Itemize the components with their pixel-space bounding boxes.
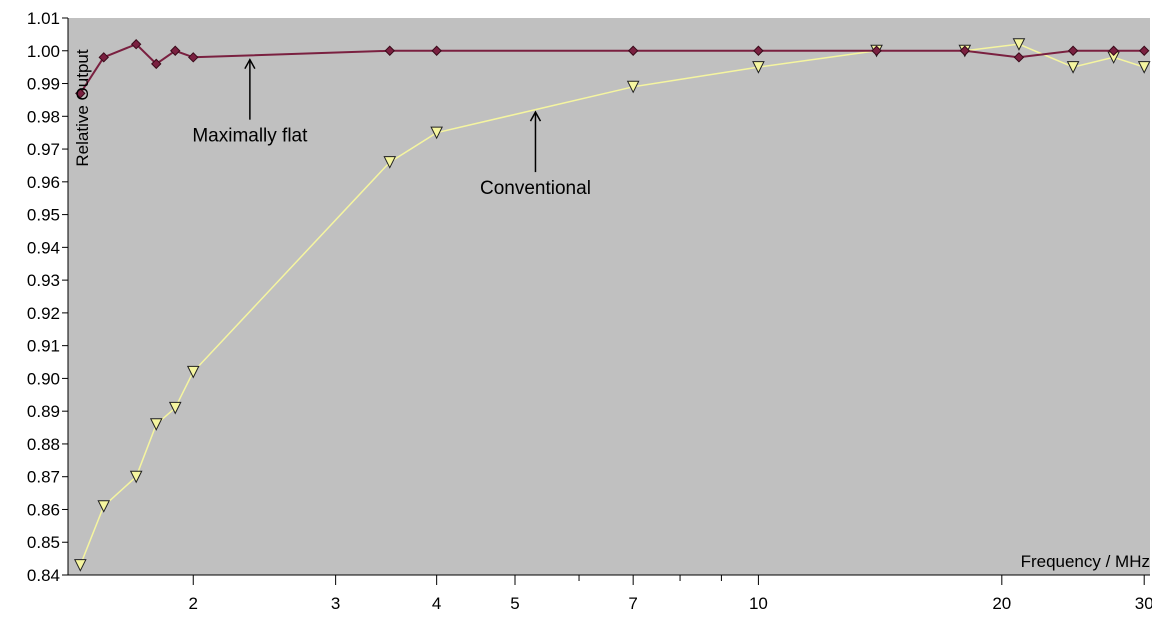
data-point-maximally_flat [1138, 45, 1150, 56]
data-point-maximally_flat [130, 39, 142, 50]
data-point-maximally_flat [384, 45, 395, 56]
data-point-conventional [626, 80, 640, 94]
data-point-maximally_flat [871, 45, 882, 56]
data-point-conventional [97, 500, 111, 513]
y-tick-label: 0.87 [27, 468, 60, 487]
annotation-maximally_flat: Maximally flat [192, 58, 308, 147]
y-tick-label: 0.88 [27, 435, 60, 454]
y-tick-label: 0.96 [27, 173, 60, 192]
y-axis: 0.84 0.85 0.86 0.87 0.88 0.89 0.90 0.91 0.92 0.93… [27, 9, 69, 585]
series-maximally_flat [75, 39, 1150, 99]
data-point-conventional [383, 156, 397, 169]
y-tick-label: 0.85 [27, 533, 60, 552]
annotation-label: Conventional [480, 178, 591, 199]
x-tick-label: 2 [189, 594, 198, 613]
data-point-maximally_flat [1067, 45, 1079, 56]
x-axis-label: Frequency / MHz [1021, 552, 1150, 571]
y-tick-label: 0.86 [27, 500, 60, 519]
y-tick-label: 1.00 [27, 42, 60, 61]
y-tick-label: 0.94 [27, 238, 60, 257]
x-tick-label: 4 [432, 594, 441, 613]
plot-area [68, 18, 1150, 575]
series-line-conventional [79, 43, 1145, 566]
series-line-maximally_flat [79, 43, 1145, 94]
y-tick-label: 0.98 [27, 107, 60, 126]
y-tick-label: 0.97 [27, 140, 60, 159]
data-point-conventional [74, 559, 87, 572]
y-tick-label: 0.90 [27, 369, 60, 388]
data-point-maximally_flat [959, 45, 971, 56]
data-point-conventional [1137, 61, 1151, 74]
y-tick-label: 0.99 [27, 75, 60, 94]
data-point-maximally_flat [431, 45, 442, 56]
annotation-arrowhead [529, 110, 542, 122]
x-tick-label: 20 [992, 594, 1011, 613]
data-point-maximally_flat [98, 52, 109, 63]
data-point-maximally_flat [753, 45, 764, 56]
x-axis: 2 3 4 5 7 10 20 30 [68, 574, 1152, 613]
data-point-maximally_flat [188, 52, 199, 63]
data-point-maximally_flat [1013, 52, 1025, 63]
data-point-conventional [430, 126, 443, 140]
data-point-conventional [149, 418, 163, 431]
data-point-maximally_flat [1108, 45, 1119, 56]
x-tick-label: 7 [628, 594, 637, 613]
x-tick-label: 30 [1135, 594, 1152, 613]
annotation-label: Maximally flat [192, 126, 308, 147]
y-tick-label: 0.92 [27, 304, 60, 323]
x-tick-label: 5 [510, 594, 519, 613]
y-tick-label: 0.84 [27, 566, 60, 585]
data-point-maximally_flat [75, 88, 86, 99]
series-conventional [74, 38, 1151, 572]
data-point-conventional [752, 61, 765, 74]
data-point-maximally_flat [151, 58, 162, 70]
y-tick-label: 0.95 [27, 206, 60, 225]
y-tick-label: 1.01 [27, 9, 60, 28]
data-point-conventional [1012, 38, 1026, 51]
data-point-conventional [168, 401, 182, 415]
y-axis-label: Relative Output [73, 49, 92, 166]
x-tick-label: 10 [749, 594, 768, 613]
y-tick-label: 0.89 [27, 402, 60, 421]
y-tick-label: 0.93 [27, 271, 60, 290]
data-point-conventional [1066, 61, 1080, 74]
series-layer [74, 38, 1151, 572]
data-point-maximally_flat [170, 45, 181, 56]
data-point-maximally_flat [627, 45, 639, 56]
annotation-conventional: Conventional [480, 110, 591, 199]
data-point-conventional [186, 365, 200, 379]
y-tick-label: 0.91 [27, 337, 60, 356]
x-tick-label: 3 [331, 594, 340, 613]
annotation-arrowhead [244, 58, 256, 70]
annotation-layer: Maximally flat Conventional [192, 58, 591, 199]
data-point-conventional [129, 470, 143, 484]
